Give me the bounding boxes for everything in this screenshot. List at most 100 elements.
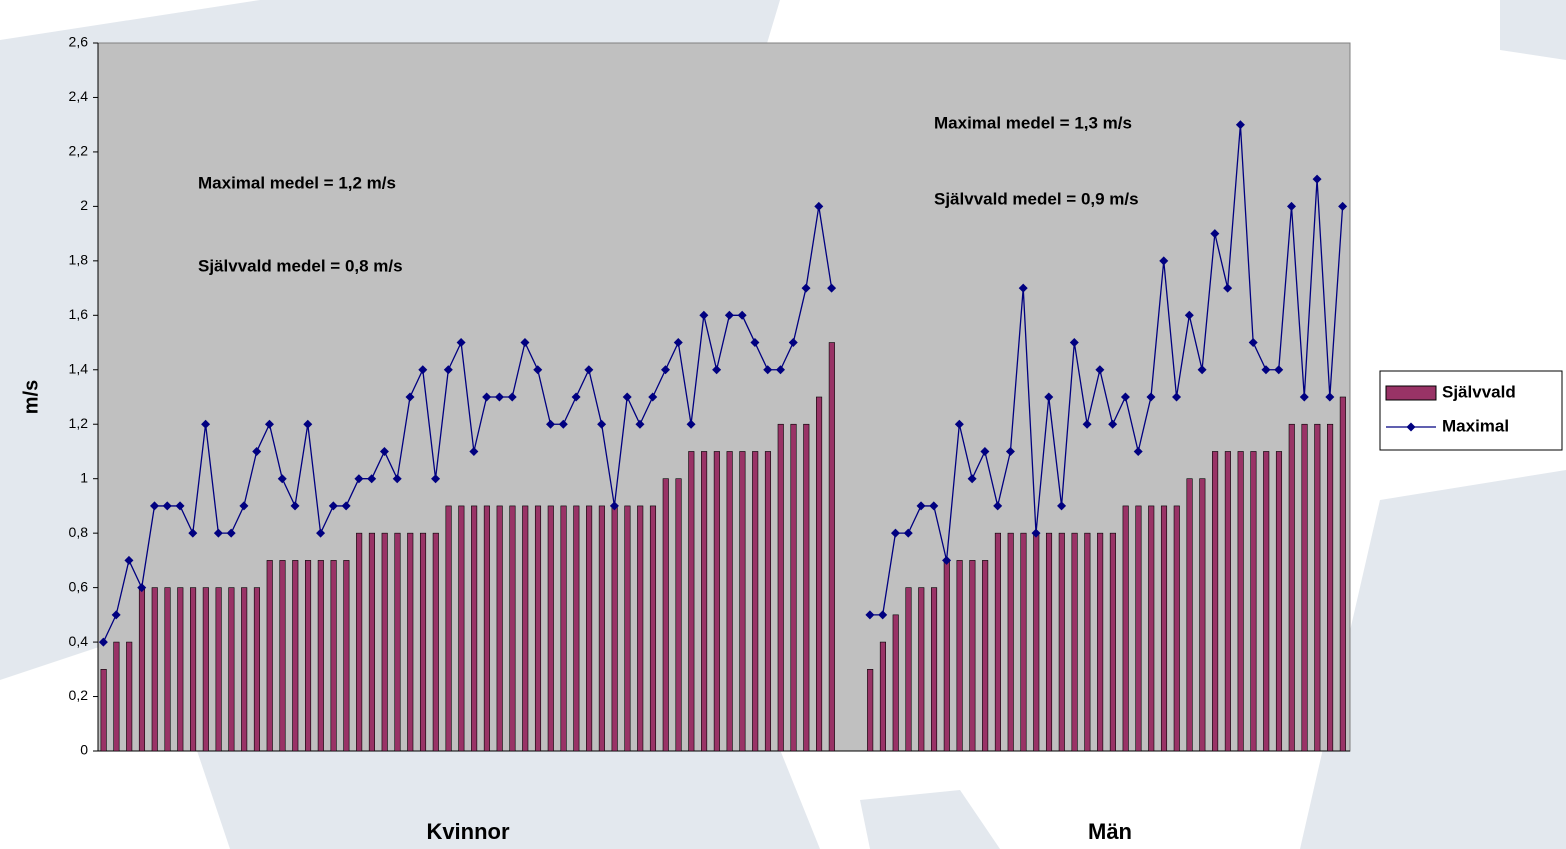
point <box>903 528 913 538</box>
y-axis-label: m/s <box>20 380 42 414</box>
bar <box>1135 505 1142 752</box>
point <box>1210 229 1220 239</box>
bar <box>151 587 158 752</box>
point <box>494 392 504 402</box>
bar <box>867 669 874 752</box>
point <box>290 501 300 511</box>
y-tick-label: 2 <box>80 197 88 213</box>
point <box>175 501 185 511</box>
bg-shape <box>1300 470 1566 849</box>
point <box>111 610 121 620</box>
bar <box>573 505 580 752</box>
bar <box>1339 396 1346 752</box>
point <box>213 528 223 538</box>
bar <box>790 423 797 752</box>
y-tick-label: 1,6 <box>69 306 89 322</box>
bar <box>930 587 938 752</box>
point <box>482 392 492 402</box>
point <box>648 392 658 402</box>
y-tick-label: 1,2 <box>69 415 89 431</box>
point <box>1044 392 1054 402</box>
bar <box>1007 532 1014 752</box>
y-tick-label: 0,6 <box>69 578 89 594</box>
bar <box>547 505 554 752</box>
bar <box>1097 532 1104 752</box>
bar <box>126 641 133 752</box>
bar <box>764 451 772 752</box>
point <box>507 392 517 402</box>
bar <box>752 451 759 752</box>
point <box>635 419 645 429</box>
bar <box>994 532 1001 752</box>
bar <box>649 505 657 752</box>
point <box>929 501 939 511</box>
bar <box>969 560 976 752</box>
point <box>1133 446 1143 456</box>
bar <box>407 532 414 752</box>
bar <box>1250 451 1257 752</box>
bar <box>113 641 120 752</box>
bar <box>1160 505 1168 752</box>
bar <box>228 587 235 752</box>
point <box>443 365 453 375</box>
legend-box <box>1379 370 1563 451</box>
bg-shape <box>860 790 1000 849</box>
bar <box>586 505 593 752</box>
point <box>750 338 760 348</box>
bar <box>164 587 171 752</box>
bar <box>1212 451 1219 752</box>
bar <box>1199 478 1206 752</box>
bar <box>177 587 184 752</box>
bar <box>356 532 363 752</box>
point <box>890 528 900 538</box>
bar <box>317 560 324 752</box>
point <box>916 501 926 511</box>
bar <box>496 505 503 752</box>
bar <box>943 560 950 752</box>
point <box>609 501 619 511</box>
point <box>1197 365 1207 375</box>
point <box>124 555 134 565</box>
point <box>1057 501 1067 511</box>
point <box>1223 283 1233 293</box>
point <box>1248 338 1258 348</box>
point <box>201 419 211 429</box>
bg-shape <box>1500 0 1566 60</box>
point <box>788 338 798 348</box>
y-tick-label: 0 <box>80 742 88 758</box>
point <box>724 310 734 320</box>
point <box>699 310 709 320</box>
bar <box>777 423 784 752</box>
point <box>661 365 671 375</box>
bar <box>1301 423 1308 752</box>
point <box>1184 310 1194 320</box>
point <box>418 365 428 375</box>
bar <box>892 614 899 752</box>
bar <box>215 587 222 752</box>
bar <box>458 505 465 752</box>
point <box>1095 365 1105 375</box>
point <box>878 610 888 620</box>
bar <box>1122 505 1129 752</box>
bar <box>688 451 695 752</box>
point <box>149 501 159 511</box>
point <box>954 419 964 429</box>
bar <box>1058 532 1065 752</box>
bar <box>918 587 925 752</box>
point <box>673 338 683 348</box>
bar <box>560 505 567 752</box>
bar <box>534 505 542 752</box>
annotation: Maximal medel = 1,3 m/s <box>934 113 1132 132</box>
point <box>1312 174 1322 184</box>
bar <box>879 641 886 752</box>
point <box>1274 365 1284 375</box>
bar <box>1288 423 1295 752</box>
annotation: Självvald medel = 0,9 m/s <box>934 189 1139 208</box>
y-tick-label: 1,4 <box>69 360 89 376</box>
y-tick-label: 0,8 <box>69 524 89 540</box>
bar <box>982 560 989 752</box>
bar <box>956 560 963 752</box>
point <box>1235 120 1245 130</box>
y-tick-label: 1,8 <box>69 252 89 268</box>
